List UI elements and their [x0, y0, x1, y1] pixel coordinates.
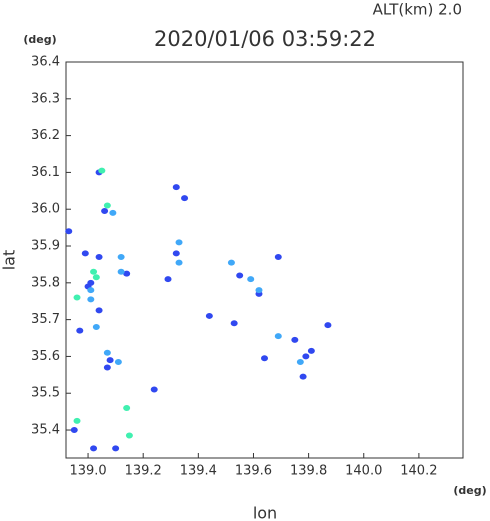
echo-point: [175, 239, 183, 246]
echo-point: [95, 254, 103, 261]
y-tick-label: 36.0: [31, 202, 60, 217]
echo-point: [181, 195, 189, 202]
echo-point: [98, 167, 106, 174]
y-tick-label: 35.7: [31, 312, 60, 327]
echo-point: [106, 357, 114, 364]
y-tick-label: 35.6: [31, 349, 60, 364]
y-tick-label: 35.8: [31, 275, 60, 290]
echo-point: [274, 254, 282, 261]
echo-point: [95, 307, 103, 314]
x-label: lon: [253, 504, 277, 521]
echo-point: [101, 208, 109, 215]
echo-point: [307, 347, 315, 354]
echo-point: [125, 432, 133, 439]
x-tick-label: 139.6: [235, 464, 272, 479]
echo-point: [73, 417, 81, 424]
x-tick-label: 139.8: [290, 464, 327, 479]
echo-point: [175, 259, 183, 266]
x-tick-label: 139.2: [125, 464, 162, 479]
echo-point: [114, 358, 122, 365]
echo-point: [164, 276, 172, 283]
echo-point: [172, 184, 180, 191]
echo-point: [103, 202, 111, 209]
echo-point: [81, 250, 89, 257]
echo-point: [255, 287, 263, 294]
echo-point: [65, 228, 73, 235]
subtitle: ALT(km) 2.0: [373, 1, 462, 19]
echo-point: [123, 270, 131, 277]
echo-point: [150, 386, 158, 393]
echo-point: [230, 320, 238, 327]
x-tick-label: 139.4: [180, 464, 217, 479]
echo-point: [90, 268, 98, 275]
echo-point: [92, 274, 100, 281]
echo-point: [296, 358, 304, 365]
y-tick-label: 36.4: [31, 55, 60, 70]
plot-frame: [65, 61, 464, 459]
echo-point: [205, 312, 213, 319]
y-unit: (deg): [23, 33, 56, 46]
echo-point: [112, 445, 120, 452]
echo-point: [299, 373, 307, 380]
echo-point: [274, 333, 282, 340]
y-tick-label: 36.3: [31, 91, 60, 106]
echo-point: [291, 336, 299, 343]
y-label: lat: [0, 250, 19, 271]
echo-point: [247, 276, 255, 283]
x-tick-label: 140.0: [345, 464, 382, 479]
echo-point: [103, 349, 111, 356]
echo-point: [172, 250, 180, 257]
echo-point: [117, 254, 125, 261]
echo-point: [261, 355, 268, 362]
echo-point: [236, 272, 244, 279]
echo-point: [227, 259, 235, 266]
x-tick-label: 139.0: [69, 464, 106, 479]
echo-point: [123, 404, 131, 411]
echo-point: [302, 353, 310, 360]
y-tick-label: 35.4: [31, 423, 60, 438]
y-tick-label: 35.9: [31, 239, 60, 254]
echo-point: [73, 294, 81, 301]
echo-point: [324, 322, 332, 329]
echo-point: [103, 364, 111, 371]
x-unit: (deg): [453, 484, 486, 497]
y-tick-label: 36.1: [31, 165, 60, 180]
echo-point: [92, 323, 100, 330]
echo-point: [87, 287, 95, 294]
echo-point: [87, 296, 95, 303]
y-tick-label: 36.2: [31, 128, 60, 143]
chart-title: 2020/01/06 03:59:22: [154, 27, 376, 51]
echo-point: [70, 427, 78, 434]
x-tick-label: 140.2: [400, 464, 437, 479]
y-tick-label: 35.5: [31, 386, 60, 401]
echo-point: [117, 268, 125, 275]
echo-point: [90, 445, 98, 452]
echo-point: [109, 209, 117, 216]
echo-point: [76, 327, 84, 334]
